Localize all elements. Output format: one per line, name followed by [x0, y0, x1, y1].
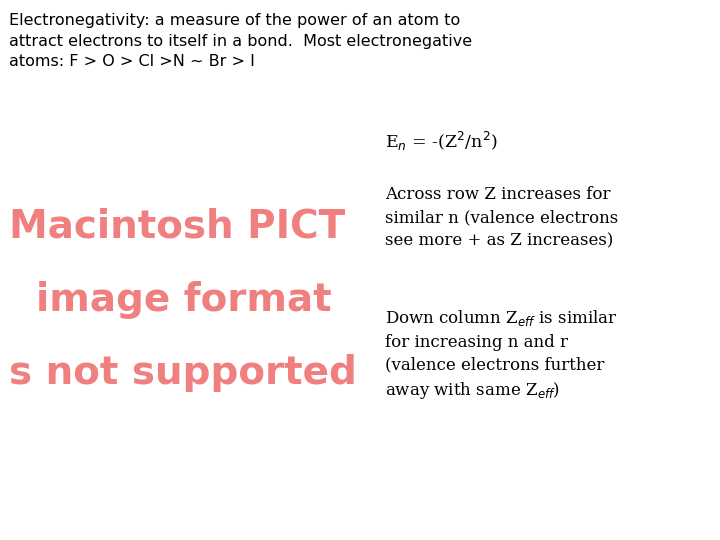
- Text: Macintosh PICT: Macintosh PICT: [9, 208, 346, 246]
- Text: Down column Z$_{eff}$ is similar
for increasing n and r
(valence electrons furth: Down column Z$_{eff}$ is similar for inc…: [385, 308, 618, 401]
- Text: image format: image format: [9, 281, 332, 319]
- Text: Electronegativity: a measure of the power of an atom to
attract electrons to its: Electronegativity: a measure of the powe…: [9, 14, 472, 69]
- Text: E$_n$ = -(Z$^2$/n$^2$): E$_n$ = -(Z$^2$/n$^2$): [385, 130, 498, 153]
- Text: s not supported: s not supported: [9, 354, 357, 391]
- Text: Across row Z increases for
similar n (valence electrons
see more + as Z increase: Across row Z increases for similar n (va…: [385, 186, 618, 249]
